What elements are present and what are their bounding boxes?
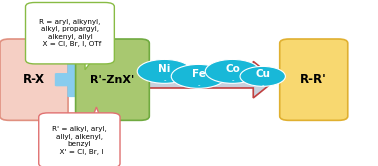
Text: R-X: R-X (23, 73, 45, 86)
Polygon shape (85, 60, 93, 70)
Circle shape (240, 66, 285, 86)
Text: -: - (262, 83, 264, 88)
Text: -: - (197, 83, 200, 88)
Text: -: - (231, 78, 234, 83)
FancyBboxPatch shape (55, 73, 93, 86)
Polygon shape (93, 107, 100, 117)
FancyBboxPatch shape (280, 39, 348, 120)
FancyBboxPatch shape (39, 113, 120, 166)
Text: R' = alkyl, aryl,
allyl, alkenyl,
benzyl
  X' = Cl, Br, I: R' = alkyl, aryl, allyl, alkenyl, benzyl… (52, 126, 107, 155)
FancyArrow shape (142, 61, 276, 98)
Text: -: - (163, 78, 166, 83)
Text: R-R': R-R' (301, 73, 327, 86)
Circle shape (137, 59, 192, 83)
Text: Cu: Cu (255, 69, 270, 79)
Text: Fe: Fe (192, 69, 205, 79)
FancyBboxPatch shape (26, 2, 114, 64)
Text: R = aryl, alkynyl,
alkyl, propargyl,
alkenyl, allyl
  X = Cl, Br, I, OTf: R = aryl, alkynyl, alkyl, propargyl, alk… (38, 19, 102, 47)
Circle shape (205, 59, 260, 83)
Circle shape (171, 64, 226, 88)
FancyBboxPatch shape (0, 39, 68, 120)
FancyBboxPatch shape (76, 39, 149, 120)
FancyBboxPatch shape (67, 62, 80, 97)
Text: R'-ZnX': R'-ZnX' (90, 75, 135, 85)
Text: Ni: Ni (158, 64, 170, 74)
Text: Co: Co (225, 64, 240, 74)
